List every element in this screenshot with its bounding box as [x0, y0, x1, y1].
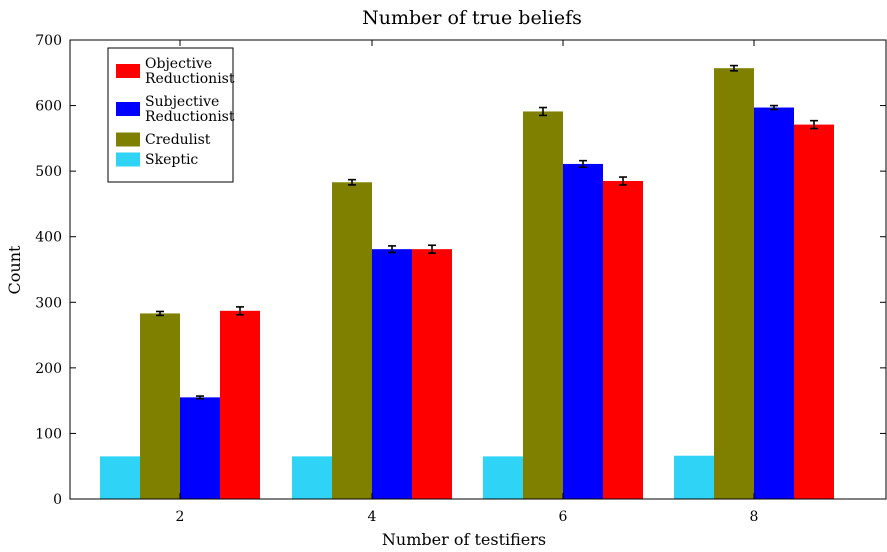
bar-skeptic-4: [292, 456, 332, 499]
bars-group: [100, 68, 834, 500]
legend-swatch-credulist: [116, 132, 140, 147]
legend-label-credulist: Credulist: [145, 132, 211, 148]
bar-credulist-4: [332, 182, 372, 500]
legend-label-line: Reductionist: [145, 71, 235, 87]
bar-credulist-2: [140, 313, 180, 499]
bar-skeptic-2: [100, 456, 140, 499]
plot-frame: [69, 39, 887, 500]
x-tick-label-4: 4: [368, 509, 377, 525]
bar-objective-reductionist-6: [603, 180, 643, 499]
bar-skeptic-8: [674, 455, 714, 499]
x-tick-label-6: 6: [559, 509, 568, 525]
bar-subjective-reductionist-4: [372, 249, 412, 499]
axes-group: 0 100 200 300 400 500 600 700 2 4 6 8: [35, 33, 887, 525]
chart-title: Number of true beliefs: [362, 7, 582, 29]
legend-label-line: Skeptic: [145, 152, 198, 168]
bar-skeptic-6: [483, 456, 523, 499]
legend-label-line: Reductionist: [145, 109, 235, 125]
y-tick-label-100: 100: [35, 426, 62, 442]
y-tick-label-700: 700: [35, 33, 62, 49]
x-tick-label-8: 8: [750, 509, 759, 525]
y-tick-label-200: 200: [35, 361, 62, 377]
legend-label-line: Credulist: [145, 132, 211, 148]
bar-subjective-reductionist-6: [563, 163, 603, 499]
legend-label-subjective-reductionist: Subjective Reductionist: [145, 94, 235, 125]
bar-objective-reductionist-2: [220, 310, 260, 499]
legend-swatch-objective-reductionist: [116, 64, 140, 78]
bar-objective-reductionist-8: [794, 124, 834, 499]
y-tick-label-300: 300: [35, 295, 62, 311]
bar-subjective-reductionist-2: [180, 397, 220, 499]
y-axis-label: Count: [5, 245, 24, 294]
y-tick-label-0: 0: [53, 492, 62, 508]
bar-objective-reductionist-4: [412, 249, 452, 499]
legend-swatch-subjective-reductionist: [116, 102, 140, 116]
legend-label-objective-reductionist: Objective Reductionist: [145, 56, 235, 87]
legend-label-skeptic: Skeptic: [145, 152, 198, 168]
legend-label-line: Subjective: [145, 94, 219, 110]
error-bars-group: [156, 64, 818, 400]
bar-credulist-6: [523, 111, 563, 500]
y-tick-label-400: 400: [35, 230, 62, 246]
legend-label-line: Objective: [145, 56, 212, 72]
x-tick-label-2: 2: [176, 509, 185, 525]
bar-subjective-reductionist-8: [754, 107, 794, 499]
y-tick-label-500: 500: [35, 164, 62, 180]
bar-credulist-8: [714, 68, 754, 500]
y-tick-label-600: 600: [35, 99, 62, 115]
x-axis-label: Number of testifiers: [382, 530, 546, 549]
legend-swatch-skeptic: [116, 152, 140, 167]
